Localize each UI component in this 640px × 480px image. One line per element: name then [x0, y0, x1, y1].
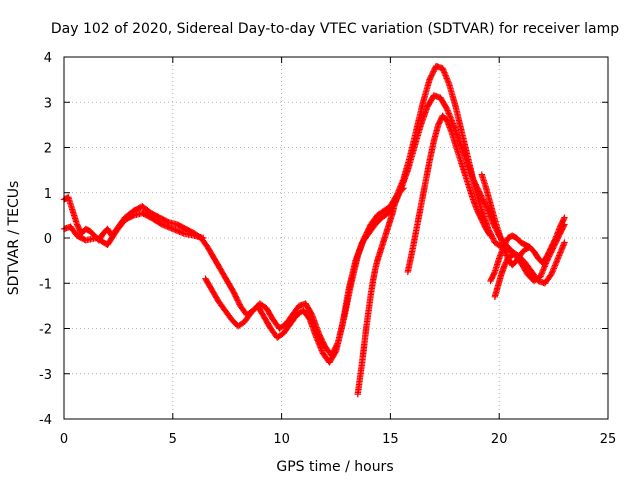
- data-point: [560, 215, 568, 223]
- x-axis-ticks: 0 5 10 15 20 25: [60, 57, 616, 447]
- y-tick-label: 1: [44, 187, 52, 202]
- grid: [64, 57, 608, 419]
- data-series-8: [491, 250, 518, 301]
- y-tick-label: 0: [44, 232, 52, 247]
- x-tick-label: 5: [169, 432, 177, 447]
- data-point: [561, 239, 568, 246]
- y-tick-label: 2: [44, 142, 52, 157]
- y-axis-ticks: -4 -3 -2 -1 0 1 2 3 4: [39, 51, 608, 428]
- x-axis-label: GPS time / hours: [276, 459, 393, 475]
- data-series-5: [404, 112, 494, 276]
- data-series-6: [478, 171, 568, 269]
- data-point: [561, 214, 568, 221]
- y-tick-label: -1: [39, 277, 52, 292]
- data-points: [60, 62, 568, 398]
- data-point: [487, 232, 494, 239]
- y-tick-label: -2: [39, 323, 52, 338]
- data-point: [399, 186, 406, 193]
- data-series-7: [487, 232, 533, 285]
- data-point: [486, 231, 493, 238]
- y-axis-label: SDTVAR / TECUs: [6, 181, 22, 296]
- y-tick-label: 3: [44, 96, 52, 111]
- data-point: [332, 349, 339, 356]
- x-tick-label: 0: [60, 432, 68, 447]
- data-point: [511, 250, 518, 258]
- x-tick-label: 25: [600, 432, 617, 447]
- data-point: [510, 251, 517, 258]
- x-tick-label: 20: [491, 432, 508, 447]
- x-tick-label: 15: [382, 432, 399, 447]
- data-point: [526, 243, 533, 251]
- x-tick-label: 10: [273, 432, 290, 447]
- data-point: [491, 270, 498, 277]
- data-point: [200, 234, 207, 242]
- y-tick-label: -3: [39, 368, 52, 383]
- data-series-4: [354, 185, 407, 398]
- data-point: [400, 185, 407, 192]
- data-series-2: [60, 209, 207, 248]
- chart-title: Day 102 of 2020, Sidereal Day-to-day VTE…: [51, 21, 619, 37]
- y-tick-label: -4: [39, 413, 52, 428]
- data-point: [482, 201, 489, 209]
- y-tick-label: 4: [44, 51, 52, 66]
